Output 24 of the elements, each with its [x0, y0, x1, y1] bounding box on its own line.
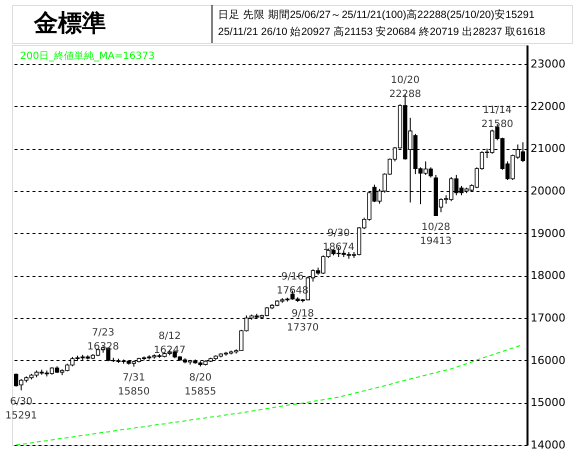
y-tick-label: 15000 — [530, 396, 566, 410]
y-tick-label: 20000 — [530, 184, 566, 198]
text: 200日_終値単純_MA=16373 — [20, 50, 155, 62]
text: 25/11/21 26/10 始20927 高21153 安20684 終20719 出28237 取61618 — [218, 26, 546, 38]
y-tick-label: 17000 — [530, 312, 566, 325]
y-tick-label: 14000 — [530, 438, 566, 452]
y-tick-label: 16000 — [530, 354, 566, 367]
y-tick-label: 19000 — [530, 226, 566, 240]
annotation: 8/12 16247 — [154, 330, 186, 356]
chart-title: 金標準 — [33, 9, 106, 37]
annotation: 7/23 16328 — [87, 327, 120, 352]
annotation: 10/28 19413 — [420, 222, 452, 247]
annotation: 7/31 15850 — [118, 372, 150, 398]
text: 日足 先限 期間25/06/27～25/11/21(100)高22288(25/10/20)安15291 — [218, 9, 535, 21]
annotation: 11/14 21580 — [481, 105, 514, 130]
y-tick-label: 21000 — [530, 142, 566, 156]
annotation: 9/18 17370 — [286, 308, 319, 334]
annotation: 10/20 22288 — [389, 75, 422, 100]
y-tick-label: 22000 — [530, 100, 566, 113]
y-tick-label: 23000 — [530, 58, 566, 71]
annotation: 9/30 18674 — [322, 228, 355, 254]
annotation: 8/20 15855 — [184, 372, 216, 398]
y-tick-label: 18000 — [530, 269, 566, 282]
annotation: 6/30 15291 — [5, 396, 38, 422]
